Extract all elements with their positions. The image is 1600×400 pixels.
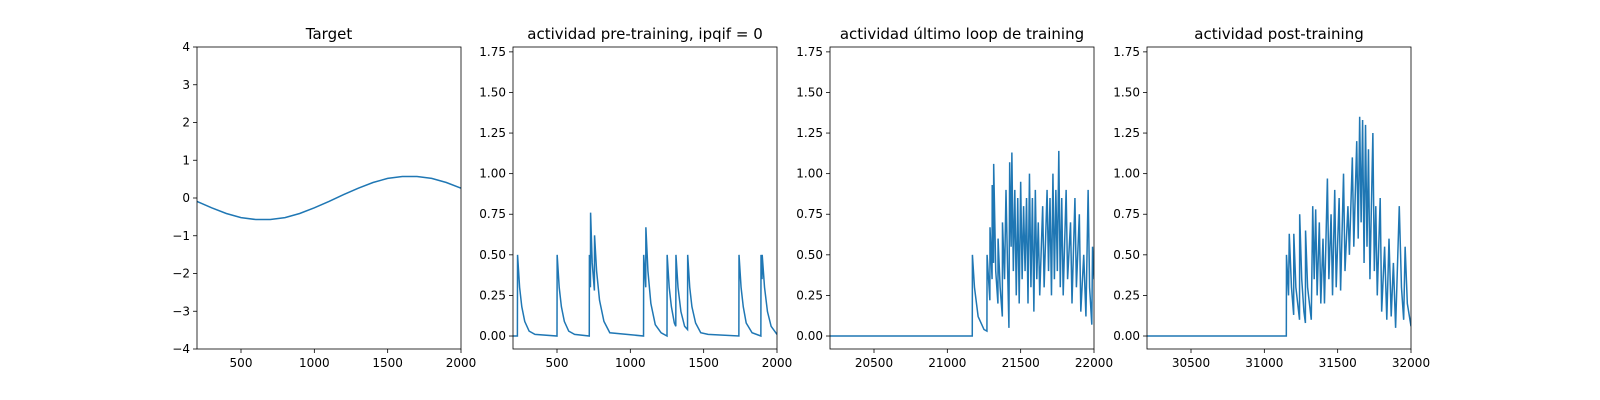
y-tick-label: 2 [182,116,190,130]
y-tick-label: 1.50 [1113,85,1140,99]
x-tick-label: 1000 [615,356,646,370]
x-tick-label: 1500 [688,356,719,370]
x-tick-label: 1500 [372,356,403,370]
axes-frame [829,46,1095,350]
chart-title: Target [305,25,353,43]
y-tick-label: 1.25 [796,126,823,140]
x-tick-label: 500 [546,356,569,370]
y-tick-label: 1.75 [479,45,506,59]
y-tick-label: 0.50 [1113,248,1140,262]
data-line [197,175,461,221]
data-line [830,150,1094,337]
x-tick-label: 2000 [446,356,477,370]
y-tick-label: 0 [182,191,190,205]
x-tick-label: 1000 [299,356,330,370]
x-tick-label: 31500 [1319,356,1357,370]
y-tick-label: 4 [182,40,190,54]
y-tick-label: 1.25 [1113,126,1140,140]
y-tick-label: −1 [172,229,190,243]
y-tick-label: 1.00 [479,167,506,181]
chart-title: actividad post-training [1194,25,1363,43]
y-tick-label: 0.25 [796,288,823,302]
y-tick-label: 1.25 [479,126,506,140]
y-tick-label: 0.00 [796,329,823,343]
y-tick-label: 0.75 [1113,207,1140,221]
y-tick-label: 0.75 [479,207,506,221]
chart-title: actividad pre-training, ipqif = 0 [527,25,763,43]
y-tick-label: 0.25 [479,288,506,302]
y-tick-label: 0.00 [479,329,506,343]
x-tick-label: 32000 [1392,356,1430,370]
x-tick-label: 20500 [855,356,893,370]
y-tick-label: 3 [182,78,190,92]
y-tick-label: 1 [182,153,190,167]
x-tick-label: 22000 [1075,356,1113,370]
y-tick-label: 1.50 [796,85,823,99]
x-tick-label: 31000 [1245,356,1283,370]
y-tick-label: −4 [172,342,190,356]
chart-title: actividad último loop de training [840,25,1084,43]
y-tick-label: 1.50 [479,85,506,99]
x-tick-label: 21000 [928,356,966,370]
y-tick-label: 1.75 [1113,45,1140,59]
y-tick-label: 1.00 [796,167,823,181]
y-tick-label: 0.75 [796,207,823,221]
data-line [513,212,777,338]
y-tick-label: 0.00 [1113,329,1140,343]
x-tick-label: 21500 [1002,356,1040,370]
y-tick-label: 0.25 [1113,288,1140,302]
y-tick-label: 0.50 [479,248,506,262]
x-tick-label: 500 [230,356,253,370]
x-tick-label: 30500 [1172,356,1210,370]
axes-frame [512,46,778,350]
axes-frame [196,46,462,350]
y-tick-label: 1.00 [1113,167,1140,181]
data-line [1147,116,1411,337]
axes-frame [1146,46,1412,350]
y-tick-label: −3 [172,304,190,318]
y-tick-label: −2 [172,267,190,281]
y-tick-label: 0.50 [796,248,823,262]
y-tick-label: 1.75 [796,45,823,59]
x-tick-label: 2000 [762,356,793,370]
